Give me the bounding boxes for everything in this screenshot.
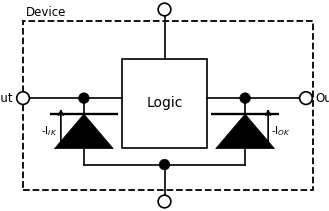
Text: Output: Output [316, 92, 329, 105]
Ellipse shape [300, 92, 312, 104]
Polygon shape [216, 114, 274, 149]
Text: Device: Device [26, 6, 67, 19]
Polygon shape [55, 114, 113, 149]
Ellipse shape [159, 159, 170, 170]
Ellipse shape [158, 3, 171, 16]
Ellipse shape [240, 93, 250, 103]
Text: Logic: Logic [146, 96, 183, 110]
FancyBboxPatch shape [122, 59, 207, 148]
Ellipse shape [158, 195, 171, 208]
Text: -I$_{IK}$: -I$_{IK}$ [41, 124, 58, 138]
Ellipse shape [17, 92, 29, 104]
Text: Input: Input [0, 92, 13, 105]
Ellipse shape [79, 93, 89, 103]
Text: -I$_{OK}$: -I$_{OK}$ [271, 124, 291, 138]
